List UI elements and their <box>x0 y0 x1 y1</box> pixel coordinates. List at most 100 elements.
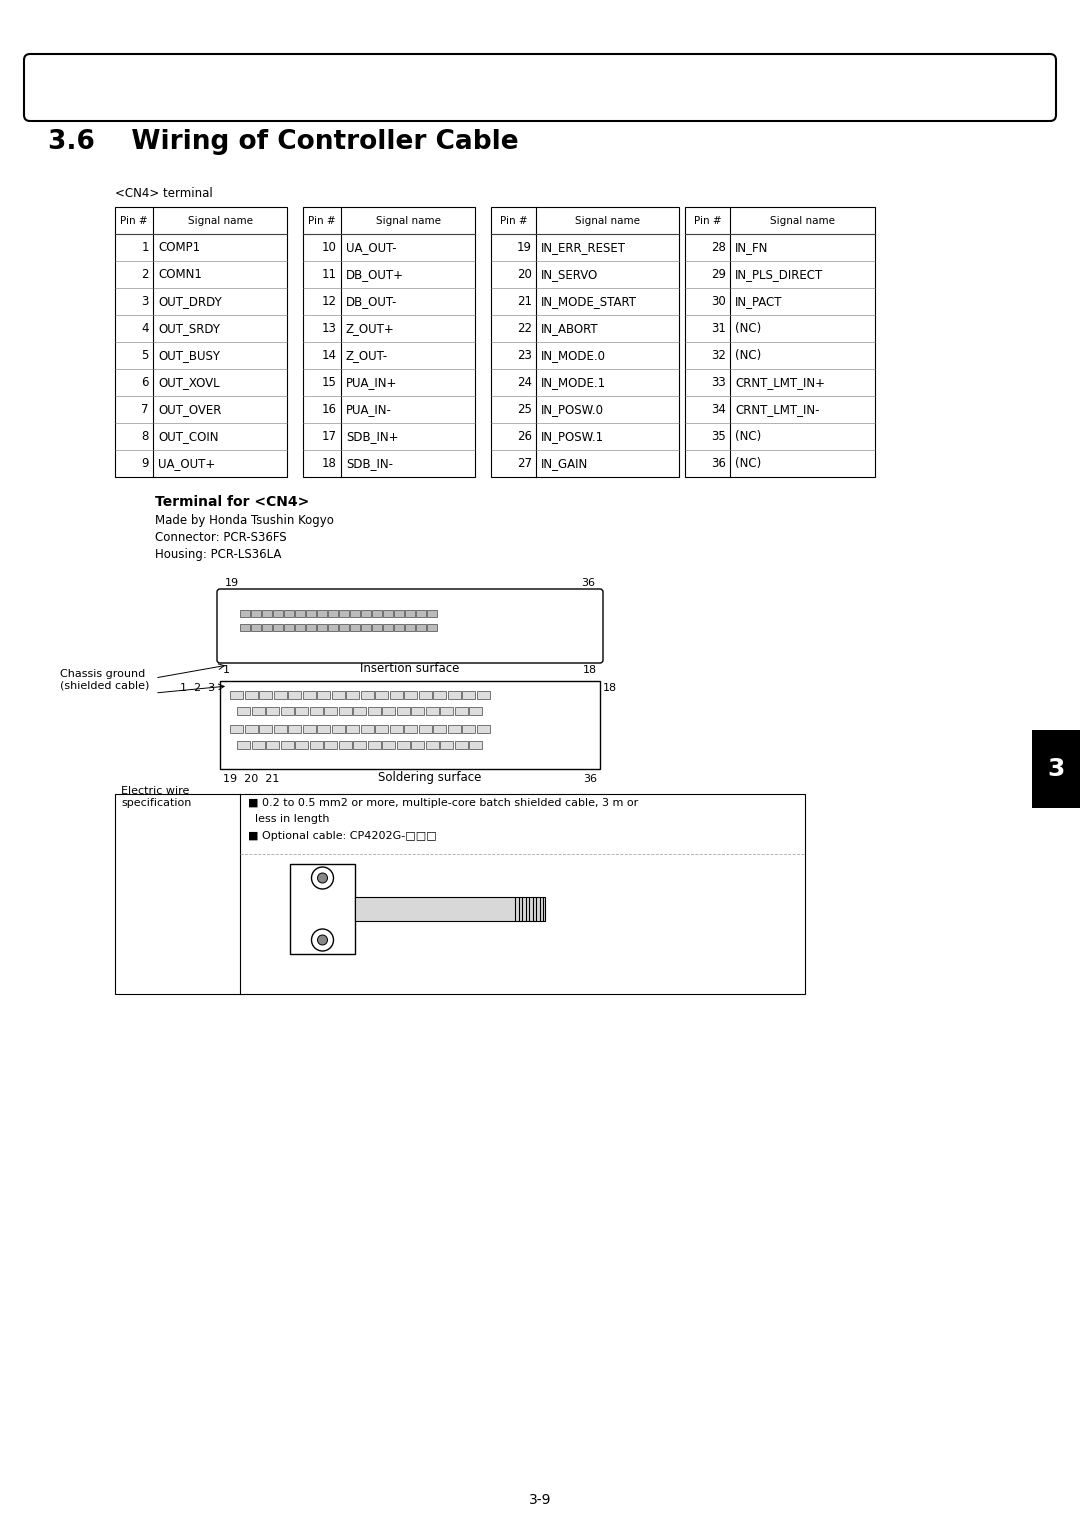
Bar <box>251 623 261 631</box>
Bar <box>394 610 404 617</box>
Text: 17: 17 <box>322 429 337 443</box>
Text: 18: 18 <box>322 457 337 471</box>
Bar <box>433 724 446 733</box>
Text: 35: 35 <box>712 429 726 443</box>
Bar <box>338 741 351 749</box>
Text: Chassis ground
(shielded cable): Chassis ground (shielded cable) <box>60 669 149 691</box>
Text: IN_ABORT: IN_ABORT <box>541 322 598 335</box>
Bar <box>284 610 294 617</box>
Bar <box>382 741 395 749</box>
Text: Signal name: Signal name <box>188 215 253 226</box>
Bar <box>318 610 327 617</box>
Circle shape <box>311 866 334 889</box>
Text: Pin #: Pin # <box>693 215 721 226</box>
Text: IN_MODE_START: IN_MODE_START <box>541 295 637 309</box>
Text: COMN1: COMN1 <box>158 267 202 281</box>
Bar <box>114 206 287 477</box>
Bar <box>426 741 438 749</box>
Bar <box>382 707 395 715</box>
Text: Terminal for <CN4>: Terminal for <CN4> <box>156 495 309 509</box>
Bar <box>324 741 337 749</box>
Bar <box>310 707 323 715</box>
Bar <box>469 707 482 715</box>
Text: 3.6    Wiring of Controller Cable: 3.6 Wiring of Controller Cable <box>48 128 518 154</box>
Bar <box>328 610 338 617</box>
Text: IN_ERR_RESET: IN_ERR_RESET <box>541 241 626 254</box>
Bar <box>1032 730 1080 808</box>
Bar <box>469 741 482 749</box>
Text: 36: 36 <box>583 775 597 784</box>
Bar <box>295 707 308 715</box>
Text: Housing: PCR-LS36LA: Housing: PCR-LS36LA <box>156 549 282 561</box>
Bar <box>230 724 243 733</box>
Text: 13: 13 <box>322 322 337 335</box>
Bar <box>273 610 283 617</box>
Text: Connector: PCR-S36FS: Connector: PCR-S36FS <box>156 532 286 544</box>
Text: Signal name: Signal name <box>376 215 441 226</box>
Bar <box>346 691 359 698</box>
Text: OUT_DRDY: OUT_DRDY <box>158 295 221 309</box>
Text: DB_OUT-: DB_OUT- <box>346 295 397 309</box>
Bar <box>361 691 374 698</box>
Text: PUA_IN-: PUA_IN- <box>346 403 392 416</box>
Bar <box>404 691 417 698</box>
Bar <box>375 724 388 733</box>
Text: Z_OUT+: Z_OUT+ <box>346 322 395 335</box>
Text: DB_OUT+: DB_OUT+ <box>346 267 404 281</box>
Text: 25: 25 <box>517 403 532 416</box>
Bar <box>346 724 359 733</box>
Text: ■ 0.2 to 0.5 mm2 or more, multiple-core batch shielded cable, 3 m or: ■ 0.2 to 0.5 mm2 or more, multiple-core … <box>248 798 638 808</box>
Text: 18: 18 <box>603 683 617 694</box>
Bar <box>440 707 453 715</box>
Bar <box>310 741 323 749</box>
Text: 3-9: 3-9 <box>529 1493 551 1507</box>
Text: Pin #: Pin # <box>308 215 336 226</box>
Bar <box>338 707 351 715</box>
Text: CRNT_LMT_IN-: CRNT_LMT_IN- <box>735 403 820 416</box>
Bar <box>427 610 437 617</box>
Text: 29: 29 <box>711 267 726 281</box>
Bar <box>295 610 305 617</box>
Bar <box>372 623 382 631</box>
Bar <box>426 707 438 715</box>
Text: 26: 26 <box>517 429 532 443</box>
Text: UA_OUT+: UA_OUT+ <box>158 457 215 471</box>
Bar <box>303 206 475 477</box>
Bar <box>433 691 446 698</box>
Bar <box>476 691 489 698</box>
Bar <box>404 724 417 733</box>
Bar <box>114 795 805 995</box>
Text: 16: 16 <box>322 403 337 416</box>
Text: 23: 23 <box>517 348 532 362</box>
Text: IN_MODE.1: IN_MODE.1 <box>541 376 606 390</box>
Text: Signal name: Signal name <box>770 215 835 226</box>
Text: Z_OUT-: Z_OUT- <box>346 348 388 362</box>
Bar <box>447 691 460 698</box>
FancyBboxPatch shape <box>217 588 603 663</box>
Bar <box>411 707 424 715</box>
Text: IN_POSW.0: IN_POSW.0 <box>541 403 604 416</box>
Text: 36: 36 <box>711 457 726 471</box>
Bar <box>390 691 403 698</box>
Text: (NC): (NC) <box>735 322 761 335</box>
Text: 12: 12 <box>322 295 337 309</box>
Bar <box>295 623 305 631</box>
Bar <box>332 691 345 698</box>
Bar <box>462 691 475 698</box>
Bar <box>419 724 432 733</box>
Bar <box>455 741 468 749</box>
Text: 27: 27 <box>517 457 532 471</box>
Text: <CN4> terminal: <CN4> terminal <box>114 186 213 200</box>
Bar <box>306 610 316 617</box>
Text: (NC): (NC) <box>735 429 761 443</box>
Text: 9: 9 <box>141 457 149 471</box>
Text: Insertion surface: Insertion surface <box>361 662 460 675</box>
Text: 3: 3 <box>141 295 149 309</box>
Bar <box>367 707 380 715</box>
Text: 1: 1 <box>222 665 230 675</box>
Bar <box>405 610 415 617</box>
Text: COMP1: COMP1 <box>158 241 200 254</box>
Bar <box>244 724 257 733</box>
Bar <box>318 623 327 631</box>
Bar <box>339 623 349 631</box>
